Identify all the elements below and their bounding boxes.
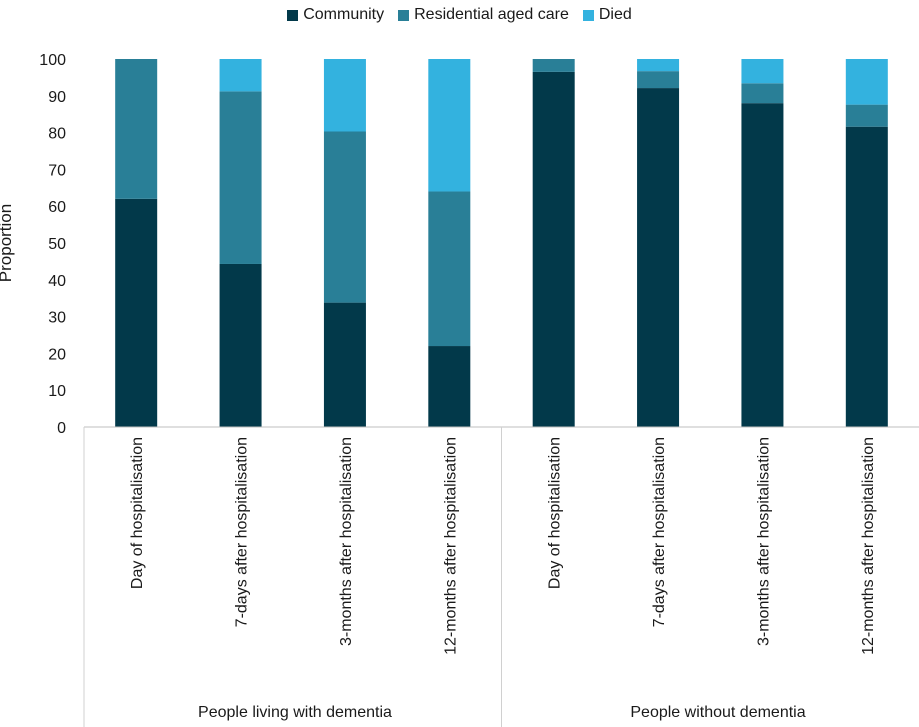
x-tick-label: 7-days after hospitalisation — [234, 437, 251, 627]
legend-label-residential-aged-care: Residential aged care — [414, 6, 569, 23]
legend-item-community: Community — [287, 6, 384, 24]
bar-segment-community — [845, 126, 888, 427]
bar-segment-died — [323, 59, 366, 132]
chart-legend: Community Residential aged care Died — [0, 6, 919, 24]
y-tick-label: 70 — [48, 162, 66, 179]
bar-segment-community — [532, 71, 575, 427]
bar-segment-community — [741, 103, 784, 427]
legend-swatch-died — [582, 9, 594, 21]
bar-segment-died — [428, 59, 471, 192]
y-tick-label: 90 — [48, 89, 66, 106]
bar-segment-community — [637, 88, 680, 428]
bar-segment-died — [219, 59, 262, 92]
y-tick-label: 40 — [48, 273, 66, 290]
y-tick-label: 80 — [48, 126, 66, 143]
x-tick-label: 7-days after hospitalisation — [651, 437, 668, 627]
bar-segment-community — [323, 302, 366, 427]
bar-segment-residential-aged-care — [219, 91, 262, 264]
group-label-dementia: People living with dementia — [198, 704, 392, 721]
y-tick-label: 100 — [39, 52, 66, 69]
bar-segment-residential-aged-care — [741, 83, 784, 104]
y-tick-label: 60 — [48, 199, 66, 216]
bar-segment-died — [741, 59, 784, 84]
legend-item-residential-aged-care: Residential aged care — [398, 6, 569, 24]
legend-label-community: Community — [303, 6, 385, 23]
bar-segment-died — [637, 59, 680, 72]
group-label-without-dementia: People without dementia — [630, 704, 806, 721]
y-tick-label: 30 — [48, 310, 66, 327]
legend-swatch-community — [287, 9, 299, 21]
bar-segment-residential-aged-care — [115, 59, 158, 199]
bar-segment-community — [428, 346, 471, 427]
bar-segment-residential-aged-care — [532, 59, 575, 72]
bar-segment-residential-aged-care — [323, 131, 366, 303]
x-tick-label: 12-months after hospitalisation — [442, 437, 459, 655]
x-tick-label: 3-months after hospitalisation — [755, 437, 772, 646]
y-tick-label: 20 — [48, 346, 66, 363]
bar-segment-residential-aged-care — [428, 191, 471, 347]
legend-item-died: Died — [582, 6, 632, 24]
x-tick-label: 12-months after hospitalisation — [860, 437, 877, 655]
y-tick-label: 10 — [48, 383, 66, 400]
x-tick-label: 3-months after hospitalisation — [338, 437, 355, 646]
legend-label-died: Died — [598, 6, 632, 23]
x-tick-label: Day of hospitalisation — [547, 437, 564, 589]
y-tick-label: 0 — [57, 420, 66, 437]
bar-segment-community — [219, 263, 262, 427]
bar-segment-residential-aged-care — [637, 71, 680, 89]
bar-segment-died — [845, 59, 888, 105]
legend-swatch-residential-aged-care — [398, 9, 410, 21]
bar-segment-community — [115, 198, 158, 427]
y-tick-label: 50 — [48, 236, 66, 253]
bar-segment-residential-aged-care — [845, 104, 888, 127]
x-tick-label: Day of hospitalisation — [129, 437, 146, 589]
